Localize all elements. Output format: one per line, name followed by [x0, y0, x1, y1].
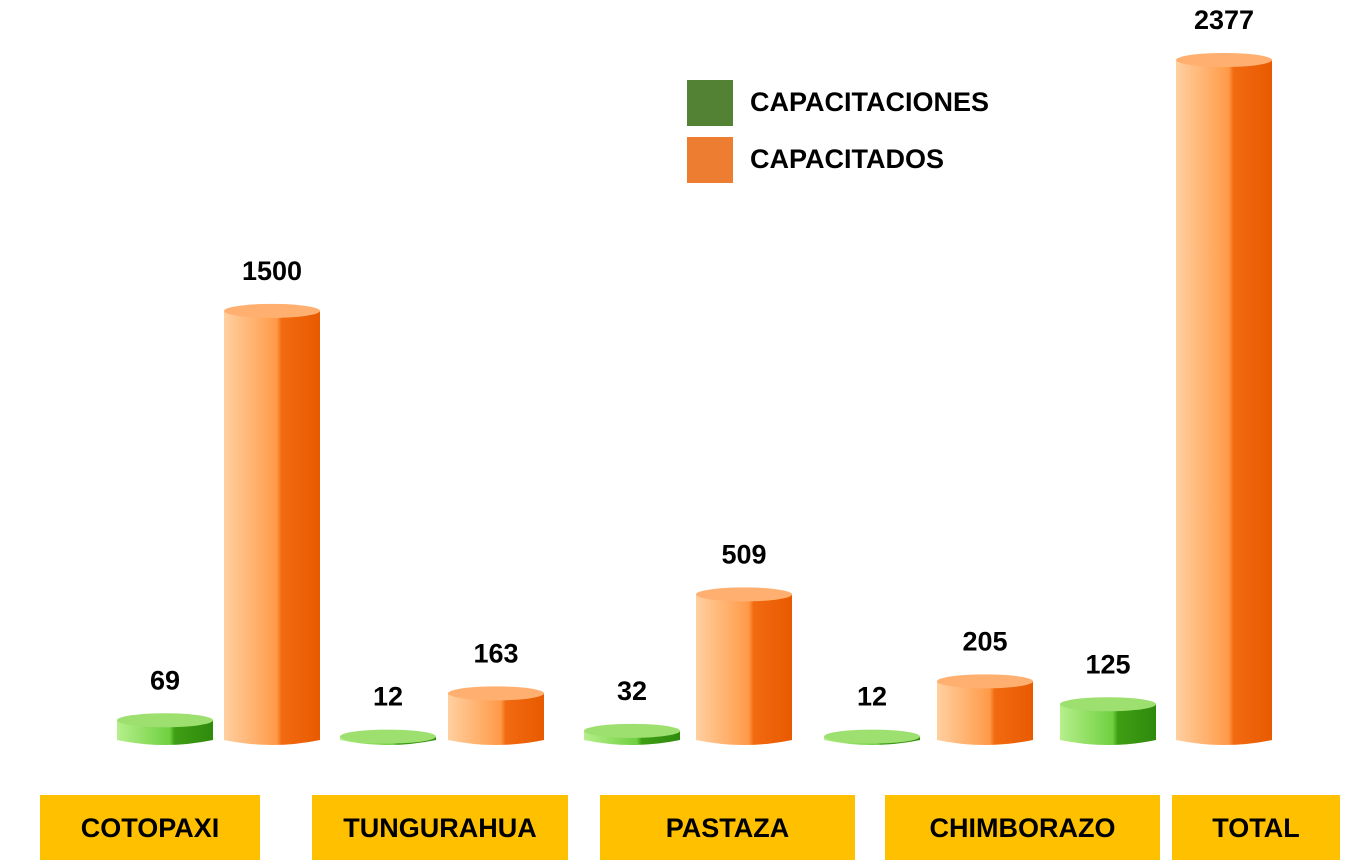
data-label: 125 [1085, 649, 1130, 679]
category-box [885, 795, 1160, 860]
bar [937, 681, 1033, 745]
bar-top [117, 713, 213, 728]
data-label: 2377 [1194, 5, 1254, 35]
data-label: 12 [373, 682, 403, 712]
category-box [312, 795, 568, 860]
category-box [1172, 795, 1340, 860]
bar-top [448, 686, 544, 701]
bar-top [224, 303, 320, 318]
data-label: 509 [721, 540, 766, 570]
data-label: 12 [857, 682, 887, 712]
bar-top [340, 729, 436, 744]
bar [448, 693, 544, 745]
data-label: 205 [962, 626, 1007, 656]
bar [696, 594, 792, 745]
bar-top [824, 729, 920, 744]
bar-top [937, 674, 1033, 689]
category-box [600, 795, 855, 860]
x-tick-label: TUNGURAHUA [343, 813, 536, 843]
data-label: 163 [473, 638, 518, 668]
bar [117, 720, 213, 745]
bar-top [1176, 53, 1272, 67]
bar [224, 310, 320, 745]
legend-swatch [687, 80, 733, 126]
category-box [40, 795, 260, 860]
legend-label: CAPACITACIONES [750, 87, 989, 117]
bar-top [1060, 697, 1156, 712]
data-label: 32 [617, 676, 647, 706]
x-tick-label: CHIMBORAZO [930, 813, 1116, 843]
x-tick-label: COTOPAXI [81, 813, 220, 843]
bar-top [696, 587, 792, 602]
legend-label: CAPACITADOS [750, 144, 944, 174]
legend-swatch [687, 137, 733, 183]
x-tick-label: TOTAL [1212, 813, 1300, 843]
bar [1060, 704, 1156, 745]
bar [1176, 60, 1272, 745]
x-tick-label: PASTAZA [666, 813, 790, 843]
bar-top [584, 723, 680, 738]
data-label: 69 [150, 665, 180, 695]
data-label: 1500 [242, 256, 302, 286]
